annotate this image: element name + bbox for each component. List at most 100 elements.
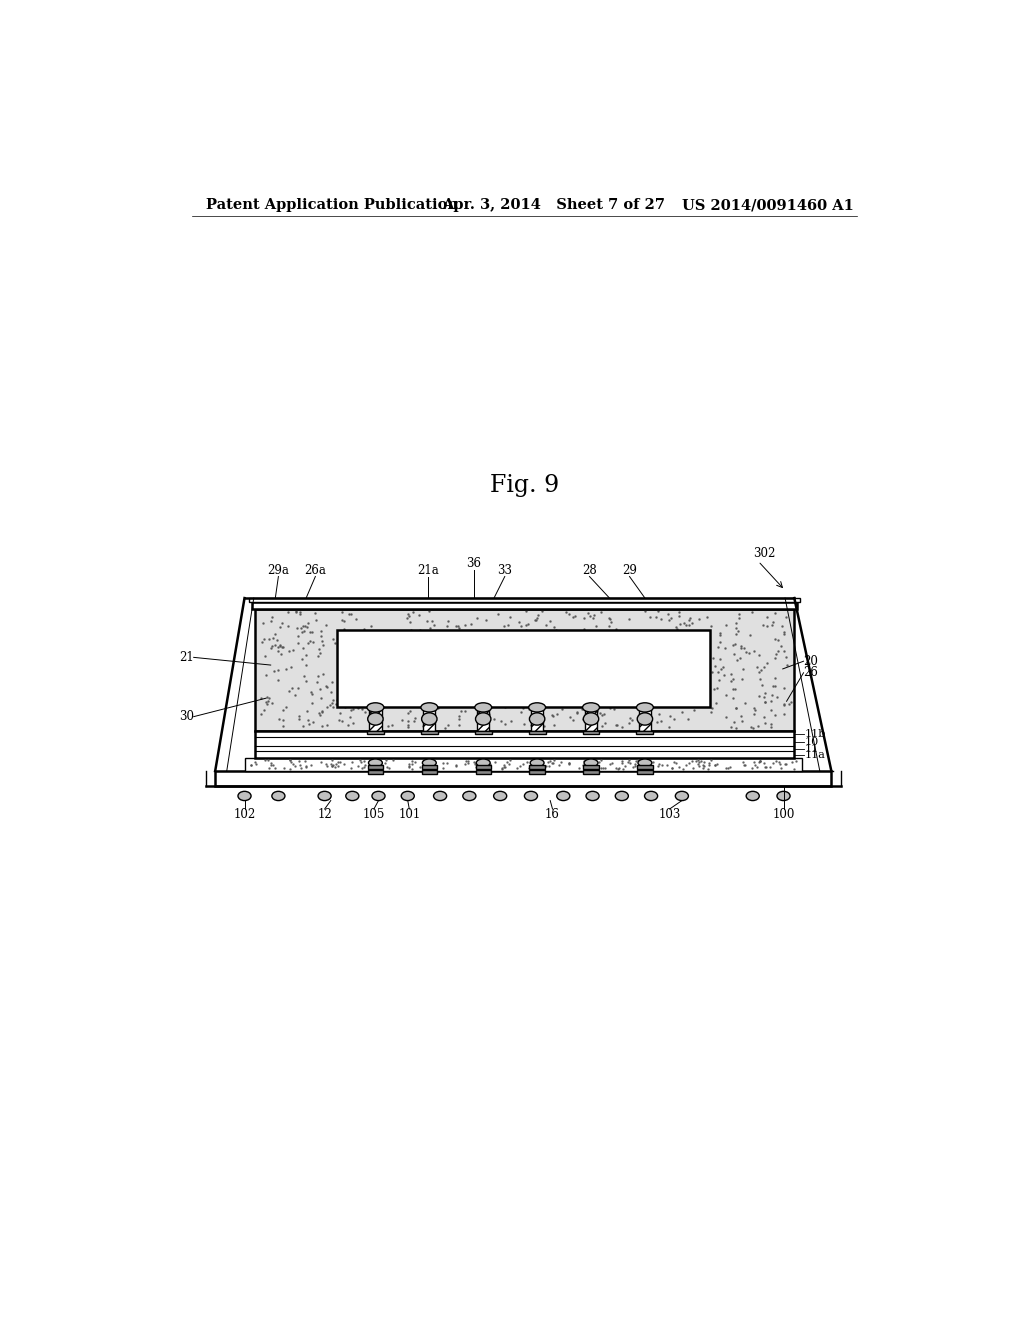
Point (580, 750, 596, 771)
Point (678, 614, 694, 635)
Point (247, 751, 263, 772)
Point (718, 758, 734, 779)
Point (779, 655, 796, 676)
Point (258, 694, 274, 715)
Point (499, 751, 515, 772)
Point (458, 701, 474, 722)
Point (262, 754, 279, 775)
Point (274, 612, 291, 634)
Point (270, 636, 287, 657)
Point (565, 606, 582, 627)
Point (722, 756, 738, 777)
Point (260, 756, 276, 777)
Point (774, 615, 791, 636)
Point (381, 758, 397, 779)
Point (513, 615, 529, 636)
Point (334, 711, 350, 733)
Point (705, 661, 721, 682)
Point (520, 758, 537, 779)
Point (268, 630, 285, 651)
Point (400, 754, 417, 775)
Point (402, 701, 419, 722)
Point (712, 648, 728, 669)
Point (702, 616, 719, 638)
Point (741, 642, 758, 663)
Point (309, 645, 326, 667)
Point (309, 671, 326, 692)
Point (700, 752, 717, 774)
Point (262, 638, 279, 659)
Point (545, 752, 561, 774)
Point (551, 755, 567, 776)
Text: 11a: 11a (804, 750, 825, 760)
Point (493, 710, 509, 731)
Point (579, 752, 595, 774)
Point (497, 697, 513, 718)
Point (750, 715, 766, 737)
Point (328, 754, 344, 775)
Point (511, 612, 527, 634)
Point (502, 606, 518, 627)
Point (291, 705, 307, 726)
Point (651, 704, 668, 725)
Point (768, 643, 784, 664)
Point (278, 659, 294, 680)
Point (574, 754, 591, 775)
Bar (368, 770, 383, 774)
Point (415, 715, 431, 737)
Point (361, 756, 378, 777)
Point (253, 688, 269, 709)
Bar (368, 766, 383, 770)
Bar (528, 730, 546, 734)
Point (343, 603, 359, 624)
Point (602, 697, 618, 718)
Point (731, 603, 748, 624)
Point (727, 678, 743, 700)
Point (407, 708, 423, 729)
Point (325, 672, 341, 693)
Point (689, 750, 706, 771)
Point (765, 676, 781, 697)
Ellipse shape (528, 702, 546, 711)
Point (765, 752, 781, 774)
Point (699, 758, 716, 779)
Point (764, 684, 780, 705)
Point (291, 708, 307, 729)
Point (668, 616, 684, 638)
Point (638, 750, 654, 771)
Point (304, 684, 321, 705)
Point (369, 755, 385, 776)
Point (377, 752, 393, 774)
Bar (423, 708, 435, 730)
Point (660, 610, 677, 631)
Point (300, 713, 316, 734)
Point (274, 715, 291, 737)
Point (515, 754, 531, 775)
Point (613, 752, 630, 774)
Bar (370, 708, 382, 730)
Point (460, 752, 476, 774)
Point (281, 640, 297, 661)
Point (725, 668, 741, 689)
Bar (637, 766, 652, 770)
Point (294, 648, 310, 669)
Point (421, 601, 437, 622)
Point (292, 603, 308, 624)
Point (575, 709, 592, 730)
Point (378, 750, 394, 771)
Point (380, 715, 396, 737)
Ellipse shape (346, 792, 358, 800)
Text: 302: 302 (753, 546, 775, 560)
Point (671, 602, 687, 623)
Point (290, 626, 306, 647)
Point (293, 758, 309, 779)
Point (544, 752, 560, 774)
Point (582, 606, 598, 627)
Point (404, 758, 421, 779)
Text: 101: 101 (398, 808, 421, 821)
Point (751, 644, 767, 665)
Point (261, 688, 278, 709)
Point (382, 620, 398, 642)
Point (330, 755, 346, 776)
Point (401, 756, 418, 777)
